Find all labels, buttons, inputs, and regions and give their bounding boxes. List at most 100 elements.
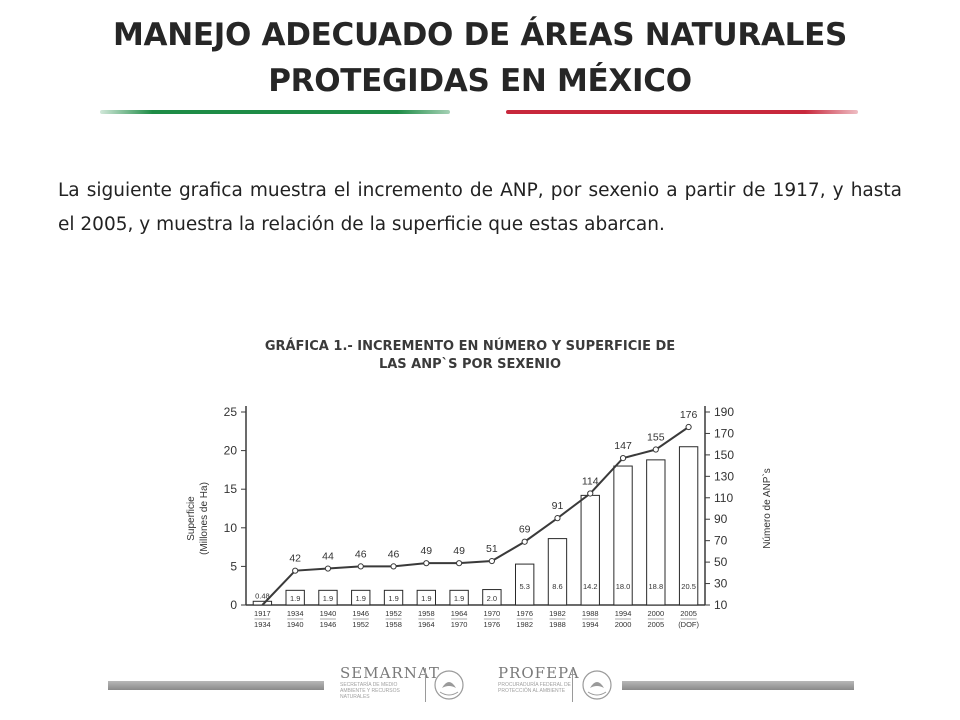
line-value-label: 176 bbox=[680, 409, 698, 421]
category-label: 1988 bbox=[582, 609, 599, 618]
bar-value-label: 18.0 bbox=[616, 582, 631, 591]
category-label: 1994 bbox=[582, 620, 599, 629]
category-label: 2000 bbox=[647, 609, 664, 618]
anp-count-line bbox=[261, 426, 690, 606]
bar bbox=[482, 589, 502, 606]
bar-value-label: 1.9 bbox=[421, 594, 431, 603]
category-label: 1952 bbox=[352, 620, 369, 629]
line-point bbox=[652, 446, 659, 453]
bar bbox=[449, 589, 469, 606]
bar-value-label: 1.9 bbox=[356, 594, 366, 603]
footer-bar-right bbox=[622, 681, 854, 690]
bar bbox=[547, 538, 568, 606]
bar bbox=[383, 589, 404, 606]
category-label: 2005 bbox=[680, 609, 697, 618]
left-tick-label: 0 bbox=[230, 598, 237, 612]
right-tick-label: 50 bbox=[714, 555, 728, 569]
semarnat-logo: SEMARNAT SECRETARÍA DE MEDIO AMBIENTE Y … bbox=[340, 664, 440, 704]
chart-container: GRÁFICA 1.- INCREMENTO EN NÚMERO Y SUPER… bbox=[180, 320, 780, 650]
line-point bbox=[324, 565, 332, 572]
category-label: 1982 bbox=[549, 609, 566, 618]
bar-value-label: 5.3 bbox=[519, 582, 529, 591]
bar bbox=[646, 459, 666, 606]
category-label: 1964 bbox=[451, 609, 468, 618]
line-value-label: 44 bbox=[322, 551, 334, 563]
left-axis-label: (Millones de Ha) bbox=[199, 482, 210, 555]
category-label: 1917 bbox=[254, 609, 271, 618]
line-point bbox=[390, 563, 397, 570]
slide-title-line-2: PROTEGIDAS EN MÉXICO bbox=[268, 63, 692, 99]
category-label: 1970 bbox=[451, 620, 468, 629]
chart-title-line: LAS ANP`S POR SEXENIO bbox=[379, 357, 561, 372]
line-value-label: 69 bbox=[519, 524, 531, 536]
profepa-logo-subtext: PROCURADURÍA FEDERAL DE PROTECCIÓN AL AM… bbox=[498, 682, 571, 694]
semarnat-logo-text: SEMARNAT bbox=[340, 664, 440, 682]
bar-value-label: 18.8 bbox=[649, 582, 664, 591]
profepa-logo: PROFEPA PROCURADURÍA FEDERAL DE PROTECCI… bbox=[498, 664, 580, 704]
line-value-label: 42 bbox=[289, 553, 301, 565]
slide-title: MANEJO ADECUADO DE ÁREAS NATURALES PROTE… bbox=[0, 12, 960, 104]
left-tick-label: 25 bbox=[224, 405, 238, 419]
line-point bbox=[685, 423, 692, 431]
right-tick-label: 150 bbox=[714, 448, 734, 462]
red-divider bbox=[506, 110, 858, 114]
mexico-seal-icon bbox=[582, 670, 612, 700]
right-tick-label: 70 bbox=[714, 534, 728, 548]
semarnat-logo-subtext: SECRETARÍA DE MEDIO AMBIENTE Y RECURSOS … bbox=[340, 682, 400, 700]
bar-value-label: 20.5 bbox=[681, 582, 696, 591]
right-tick-label: 10 bbox=[714, 598, 728, 612]
right-tick-label: 190 bbox=[714, 405, 734, 419]
line-value-label: 46 bbox=[388, 548, 400, 560]
anp-chart: GRÁFICA 1.- INCREMENTO EN NÚMERO Y SUPER… bbox=[186, 338, 773, 629]
bar bbox=[514, 563, 535, 606]
line-point bbox=[423, 560, 430, 567]
left-tick-label: 20 bbox=[224, 444, 238, 458]
category-label: 1982 bbox=[516, 620, 533, 629]
category-label: 1946 bbox=[320, 620, 337, 629]
bar bbox=[252, 600, 273, 606]
category-label: 1940 bbox=[287, 620, 304, 629]
category-label: 1958 bbox=[385, 620, 402, 629]
category-label: 1952 bbox=[385, 609, 402, 618]
line-point bbox=[357, 563, 364, 570]
right-tick-label: 30 bbox=[714, 577, 728, 591]
line-value-label: 49 bbox=[453, 545, 465, 557]
bar bbox=[416, 589, 437, 606]
left-axis-label: Superficie bbox=[186, 496, 197, 541]
line-point bbox=[456, 560, 463, 567]
bar bbox=[613, 465, 633, 606]
right-tick-label: 170 bbox=[714, 426, 734, 440]
bar-value-label: 1.9 bbox=[454, 594, 464, 603]
bar bbox=[285, 589, 305, 606]
chart-title-line: GRÁFICA 1.- INCREMENTO EN NÚMERO Y SUPER… bbox=[265, 338, 675, 354]
category-label: 1934 bbox=[287, 609, 304, 618]
category-label: 2005 bbox=[647, 620, 664, 629]
mexico-seal-icon bbox=[434, 670, 464, 700]
intro-paragraph: La siguiente grafica muestra el incremen… bbox=[58, 180, 902, 235]
category-label: 1958 bbox=[418, 609, 435, 618]
line-value-label: 46 bbox=[355, 548, 367, 560]
green-divider bbox=[100, 110, 450, 114]
bar bbox=[351, 589, 371, 606]
left-tick-label: 10 bbox=[224, 521, 238, 535]
profepa-logo-text: PROFEPA bbox=[498, 664, 580, 682]
bar-value-label: 14.2 bbox=[583, 582, 598, 591]
bar-value-label: 1.9 bbox=[388, 594, 398, 603]
line-value-label: 91 bbox=[552, 500, 564, 512]
line-value-label: 49 bbox=[420, 545, 432, 557]
category-label: 1988 bbox=[549, 620, 566, 629]
line-value-label: 51 bbox=[486, 543, 498, 555]
line-point bbox=[521, 538, 528, 545]
line-point bbox=[292, 567, 299, 574]
line-point bbox=[619, 455, 627, 462]
category-label: 1946 bbox=[352, 609, 369, 618]
left-tick-label: 15 bbox=[224, 482, 238, 496]
right-axis-label: Número de ANP`s bbox=[761, 468, 773, 549]
category-label: 1964 bbox=[418, 620, 435, 629]
footer-bar-left bbox=[108, 681, 324, 690]
category-label: 1994 bbox=[615, 609, 632, 618]
right-tick-label: 110 bbox=[714, 491, 733, 505]
category-label: (DOF) bbox=[678, 620, 699, 629]
line-value-label: 147 bbox=[614, 440, 632, 452]
category-label: 1976 bbox=[516, 609, 533, 618]
